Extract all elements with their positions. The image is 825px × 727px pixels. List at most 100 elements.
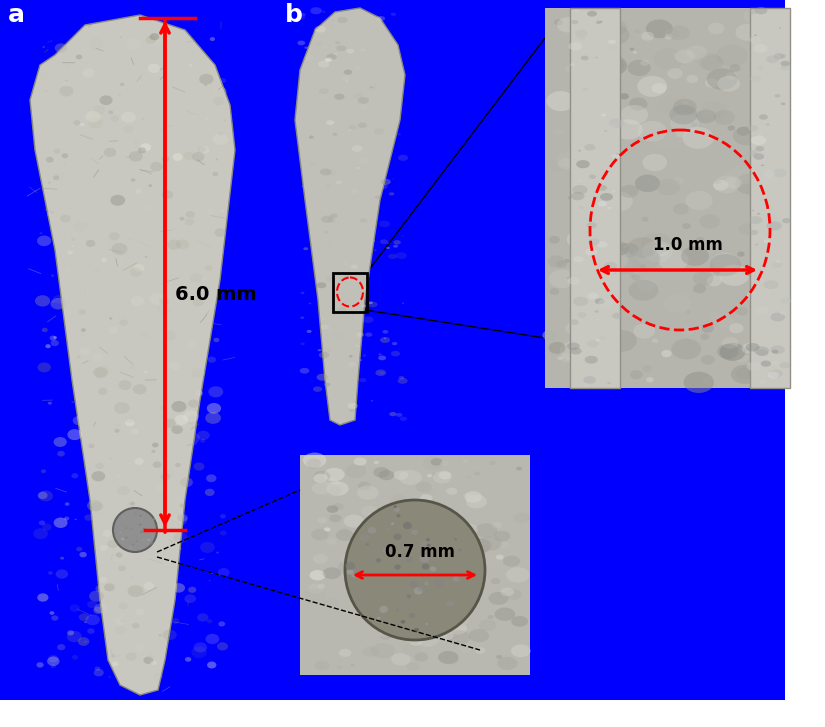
Ellipse shape (148, 64, 160, 73)
Ellipse shape (107, 539, 118, 548)
Ellipse shape (360, 534, 370, 542)
Ellipse shape (128, 585, 144, 597)
Ellipse shape (148, 531, 149, 532)
Ellipse shape (380, 633, 391, 640)
Ellipse shape (386, 246, 390, 249)
Ellipse shape (401, 581, 419, 593)
Ellipse shape (629, 273, 635, 278)
Ellipse shape (667, 68, 682, 79)
Ellipse shape (426, 623, 428, 625)
Ellipse shape (668, 25, 690, 41)
Ellipse shape (186, 211, 195, 218)
Ellipse shape (657, 179, 681, 196)
Ellipse shape (78, 332, 84, 336)
Ellipse shape (336, 326, 339, 328)
Ellipse shape (122, 524, 128, 529)
Ellipse shape (383, 330, 389, 334)
Ellipse shape (208, 356, 216, 363)
Ellipse shape (341, 555, 352, 563)
Ellipse shape (466, 494, 487, 508)
Ellipse shape (620, 93, 629, 100)
Ellipse shape (757, 349, 768, 356)
Ellipse shape (41, 470, 46, 473)
Ellipse shape (194, 642, 207, 652)
Ellipse shape (417, 565, 433, 576)
Ellipse shape (94, 270, 99, 273)
Ellipse shape (681, 100, 688, 105)
Ellipse shape (608, 39, 616, 44)
Ellipse shape (138, 528, 140, 530)
Ellipse shape (673, 99, 696, 116)
Ellipse shape (336, 45, 346, 52)
Ellipse shape (578, 312, 587, 318)
Ellipse shape (584, 21, 613, 41)
Ellipse shape (600, 60, 614, 69)
Ellipse shape (496, 555, 504, 560)
Ellipse shape (115, 429, 120, 433)
Ellipse shape (324, 231, 328, 233)
Ellipse shape (780, 54, 786, 58)
Ellipse shape (378, 623, 396, 635)
Ellipse shape (380, 606, 389, 613)
Ellipse shape (606, 121, 615, 128)
Ellipse shape (565, 65, 577, 73)
Ellipse shape (728, 113, 736, 118)
Ellipse shape (729, 324, 743, 333)
Ellipse shape (351, 547, 359, 552)
Ellipse shape (359, 378, 366, 382)
Ellipse shape (571, 273, 581, 279)
Ellipse shape (398, 378, 408, 384)
Ellipse shape (599, 9, 611, 18)
Ellipse shape (81, 329, 86, 332)
Ellipse shape (491, 578, 500, 585)
Ellipse shape (764, 170, 776, 177)
Ellipse shape (149, 293, 165, 305)
Ellipse shape (145, 256, 148, 258)
Ellipse shape (392, 136, 395, 137)
Ellipse shape (78, 637, 89, 646)
Text: a: a (8, 3, 25, 27)
Ellipse shape (757, 66, 764, 71)
Ellipse shape (750, 220, 781, 241)
Ellipse shape (567, 342, 580, 350)
Ellipse shape (567, 230, 595, 249)
Ellipse shape (609, 119, 625, 128)
Ellipse shape (587, 340, 599, 348)
Ellipse shape (420, 541, 428, 547)
Ellipse shape (330, 214, 337, 218)
Ellipse shape (587, 222, 597, 228)
Ellipse shape (652, 83, 667, 93)
Ellipse shape (107, 260, 111, 262)
Ellipse shape (339, 305, 345, 308)
Ellipse shape (629, 280, 658, 301)
Ellipse shape (377, 16, 385, 21)
Ellipse shape (144, 371, 148, 373)
Ellipse shape (344, 70, 352, 75)
Ellipse shape (600, 20, 603, 23)
Ellipse shape (556, 153, 577, 167)
Ellipse shape (590, 17, 620, 39)
Ellipse shape (427, 619, 431, 622)
Ellipse shape (397, 514, 401, 518)
Ellipse shape (38, 362, 51, 372)
Ellipse shape (390, 494, 408, 505)
Ellipse shape (116, 497, 118, 499)
Ellipse shape (780, 61, 790, 66)
Ellipse shape (779, 28, 781, 29)
Ellipse shape (304, 247, 309, 250)
Ellipse shape (349, 409, 356, 412)
Ellipse shape (612, 190, 615, 193)
Ellipse shape (597, 201, 603, 206)
Ellipse shape (311, 529, 329, 540)
Ellipse shape (596, 20, 601, 24)
Ellipse shape (710, 254, 741, 276)
Ellipse shape (336, 529, 353, 541)
Ellipse shape (194, 462, 205, 470)
Ellipse shape (345, 464, 366, 478)
Ellipse shape (597, 185, 607, 190)
Ellipse shape (129, 536, 131, 537)
Ellipse shape (458, 549, 461, 551)
Ellipse shape (402, 644, 420, 656)
Ellipse shape (600, 193, 613, 201)
Ellipse shape (346, 49, 354, 54)
